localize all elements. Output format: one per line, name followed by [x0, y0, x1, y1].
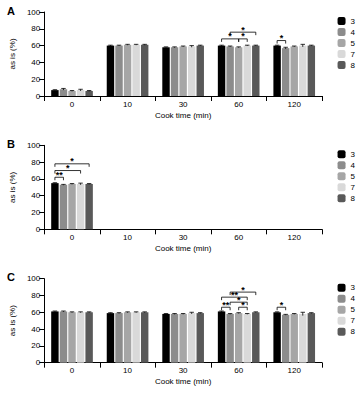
- svg-text:Cook time (min): Cook time (min): [155, 244, 212, 253]
- svg-text:40: 40: [31, 191, 40, 200]
- svg-text:0: 0: [36, 92, 41, 101]
- svg-text:40: 40: [31, 58, 40, 67]
- svg-text:40: 40: [31, 325, 40, 334]
- svg-text:0: 0: [70, 100, 75, 109]
- svg-text:8: 8: [351, 194, 356, 203]
- svg-text:**: **: [222, 300, 230, 310]
- svg-text:*: *: [241, 25, 245, 35]
- svg-text:120: 120: [288, 100, 302, 109]
- svg-text:30: 30: [179, 366, 188, 375]
- svg-text:4: 4: [351, 28, 356, 37]
- svg-text:7: 7: [351, 183, 356, 192]
- svg-text:**: **: [231, 290, 239, 300]
- svg-text:8: 8: [351, 61, 356, 70]
- svg-text:7: 7: [351, 50, 356, 59]
- svg-text:Cook time (min): Cook time (min): [155, 377, 212, 386]
- svg-text:3: 3: [351, 150, 356, 159]
- svg-text:A: A: [7, 5, 15, 17]
- svg-text:0: 0: [36, 358, 41, 367]
- svg-text:10: 10: [123, 100, 132, 109]
- svg-text:*: *: [70, 156, 74, 166]
- svg-text:4: 4: [351, 161, 356, 170]
- svg-text:0: 0: [70, 366, 75, 375]
- svg-text:B: B: [7, 138, 15, 150]
- svg-text:*: *: [280, 300, 284, 310]
- svg-text:20: 20: [31, 75, 40, 84]
- svg-text:C: C: [7, 271, 15, 283]
- svg-text:7: 7: [351, 316, 356, 325]
- svg-text:10: 10: [123, 366, 132, 375]
- svg-text:3: 3: [351, 283, 356, 292]
- svg-text:80: 80: [31, 24, 40, 33]
- svg-text:20: 20: [31, 208, 40, 217]
- svg-text:Cook time (min): Cook time (min): [155, 111, 212, 120]
- svg-text:100: 100: [27, 274, 41, 283]
- svg-text:60: 60: [234, 366, 243, 375]
- svg-text:60: 60: [31, 308, 40, 317]
- svg-text:*: *: [241, 285, 245, 295]
- svg-text:80: 80: [31, 158, 40, 167]
- svg-text:as is (%): as is (%): [8, 171, 17, 202]
- svg-text:4: 4: [351, 294, 356, 303]
- svg-text:**: **: [56, 170, 64, 180]
- svg-text:100: 100: [27, 141, 41, 150]
- svg-text:5: 5: [351, 172, 356, 181]
- svg-text:60: 60: [234, 233, 243, 242]
- svg-text:60: 60: [31, 41, 40, 50]
- svg-text:*: *: [280, 33, 284, 43]
- svg-text:120: 120: [288, 233, 302, 242]
- svg-text:10: 10: [123, 233, 132, 242]
- svg-text:80: 80: [31, 291, 40, 300]
- svg-text:120: 120: [288, 366, 302, 375]
- svg-text:3: 3: [351, 17, 356, 26]
- svg-text:0: 0: [36, 225, 41, 234]
- svg-text:5: 5: [351, 305, 356, 314]
- svg-text:5: 5: [351, 39, 356, 48]
- svg-text:20: 20: [31, 341, 40, 350]
- svg-text:as is (%): as is (%): [8, 305, 17, 336]
- svg-text:0: 0: [70, 233, 75, 242]
- svg-text:60: 60: [31, 174, 40, 183]
- svg-text:30: 30: [179, 100, 188, 109]
- svg-text:as is (%): as is (%): [8, 38, 17, 69]
- svg-text:8: 8: [351, 327, 356, 336]
- svg-text:100: 100: [27, 8, 41, 17]
- svg-text:60: 60: [234, 100, 243, 109]
- svg-text:*: *: [241, 300, 245, 310]
- svg-text:30: 30: [179, 233, 188, 242]
